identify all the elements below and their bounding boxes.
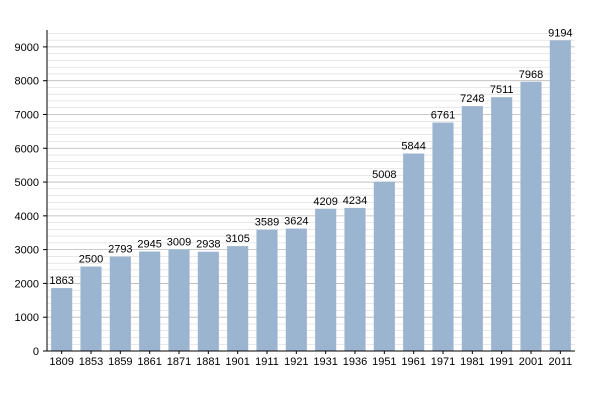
bar-2011 [549,40,571,352]
x-tick-label-1991: 1991 [489,356,513,368]
y-tick-label-3000: 3000 [15,245,39,257]
data-label-1991: 7511 [490,84,514,96]
x-tick-label-1936: 1936 [343,356,367,368]
x-tick-label-1881: 1881 [196,356,220,368]
data-label-1871: 3009 [167,236,191,248]
x-tick-label-1901: 1901 [225,356,249,368]
bar-2001 [520,81,542,352]
y-tick-label-0: 0 [33,346,39,358]
x-tick-label-1921: 1921 [284,356,308,368]
y-tick-label-7000: 7000 [15,109,39,121]
axes [43,30,575,354]
bar-1971 [432,122,454,351]
x-tick-label-1971: 1971 [431,356,455,368]
bar-1931 [315,208,337,351]
bars [51,40,571,352]
x-tick-label-2011: 2011 [549,356,573,368]
x-tick-label-1871: 1871 [167,356,191,368]
x-tick-label-1931: 1931 [313,356,337,368]
bar-1859 [109,256,131,351]
bar-1861 [139,251,161,351]
x-tick-label-1859: 1859 [108,356,132,368]
x-tick-label-1809: 1809 [49,356,73,368]
bar-1936 [344,207,366,351]
x-tick-label-1981: 1981 [460,356,484,368]
x-tick-label-1961: 1961 [401,356,425,368]
data-label-1981: 7248 [460,93,484,105]
data-label-1881: 2938 [196,239,220,251]
data-label-1971: 6761 [431,110,455,122]
data-label-1861: 2945 [137,238,161,250]
y-tick-label-9000: 9000 [15,42,39,54]
data-label-1859: 2793 [108,244,132,256]
y-tick-label-5000: 5000 [15,177,39,189]
data-label-1853: 2500 [79,254,103,266]
data-label-1951: 5008 [372,169,396,181]
data-label-1921: 3624 [284,216,308,228]
bar-1981 [461,106,483,351]
y-tick-label-1000: 1000 [15,312,39,324]
x-tick-label-1911: 1911 [255,356,279,368]
x-tick-label-1853: 1853 [79,356,103,368]
bar-1809 [51,288,73,351]
x-tick-label-1951: 1951 [372,356,396,368]
bar-1951 [373,181,395,351]
x-tick-label-1861: 1861 [137,356,161,368]
labels: 1863 1809 2500 1853 2793 1859 2945 1861 3009 1871… [15,27,573,368]
bar-1921 [285,228,307,351]
bar-1961 [403,153,425,351]
bar-1853 [80,266,102,351]
data-label-2001: 7968 [519,69,543,81]
bar-1911 [256,229,278,351]
bar-1901 [227,246,249,351]
x-tick-label-2001: 2001 [519,356,543,368]
data-label-1911: 3589 [255,217,279,229]
data-label-1931: 4209 [313,196,337,208]
y-tick-label-8000: 8000 [15,76,39,88]
data-label-1961: 5844 [401,141,425,153]
y-tick-label-4000: 4000 [15,211,39,223]
bar-1871 [168,249,190,351]
y-tick-label-2000: 2000 [15,278,39,290]
bar-1991 [491,97,513,352]
data-label-1901: 3105 [225,233,249,245]
data-label-1936: 4234 [343,195,367,207]
grid-lines [47,33,575,345]
bar-1881 [197,251,219,351]
data-label-2011: 9194 [548,27,572,39]
data-label-1809: 1863 [49,275,73,287]
y-tick-label-6000: 6000 [15,143,39,155]
